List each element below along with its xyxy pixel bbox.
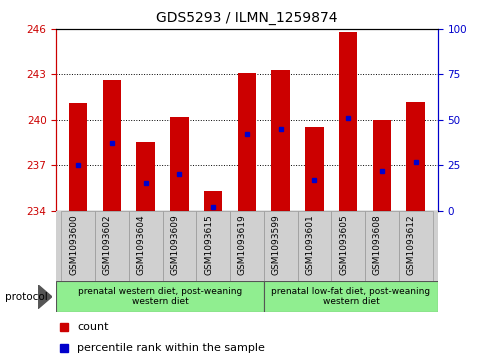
Text: GSM1093612: GSM1093612: [406, 214, 415, 275]
Polygon shape: [38, 285, 52, 309]
Bar: [102, 81, 121, 211]
Bar: [264, 281, 437, 312]
FancyBboxPatch shape: [95, 211, 128, 281]
FancyBboxPatch shape: [264, 211, 297, 281]
FancyBboxPatch shape: [196, 211, 229, 281]
Text: GSM1093615: GSM1093615: [204, 214, 213, 275]
Bar: [136, 143, 155, 211]
Text: prenatal low-fat diet, post-weaning
western diet: prenatal low-fat diet, post-weaning west…: [271, 287, 429, 306]
Text: percentile rank within the sample: percentile rank within the sample: [77, 343, 264, 354]
Text: GSM1093600: GSM1093600: [69, 214, 78, 275]
Bar: [271, 70, 289, 211]
Text: count: count: [77, 322, 108, 332]
Text: GSM1093605: GSM1093605: [339, 214, 347, 275]
Bar: [372, 120, 390, 211]
Text: GSM1093602: GSM1093602: [102, 214, 112, 275]
Text: GSM1093599: GSM1093599: [271, 214, 280, 275]
Bar: [69, 103, 87, 211]
FancyBboxPatch shape: [128, 211, 162, 281]
Text: protocol: protocol: [5, 292, 47, 302]
FancyBboxPatch shape: [229, 211, 264, 281]
Text: GSM1093609: GSM1093609: [170, 214, 179, 275]
FancyBboxPatch shape: [162, 211, 196, 281]
Bar: [237, 73, 256, 211]
Text: GSM1093619: GSM1093619: [238, 214, 246, 275]
Text: GSM1093604: GSM1093604: [137, 214, 145, 275]
FancyBboxPatch shape: [365, 211, 398, 281]
Bar: [56, 281, 264, 312]
FancyBboxPatch shape: [61, 211, 95, 281]
Bar: [203, 191, 222, 211]
Bar: [170, 117, 188, 211]
Bar: [305, 127, 323, 211]
Title: GDS5293 / ILMN_1259874: GDS5293 / ILMN_1259874: [156, 11, 337, 25]
Text: GSM1093601: GSM1093601: [305, 214, 314, 275]
FancyBboxPatch shape: [297, 211, 331, 281]
Text: prenatal western diet, post-weaning
western diet: prenatal western diet, post-weaning west…: [78, 287, 242, 306]
Bar: [338, 32, 357, 211]
FancyBboxPatch shape: [331, 211, 365, 281]
Text: GSM1093608: GSM1093608: [372, 214, 381, 275]
Bar: [406, 102, 424, 211]
FancyBboxPatch shape: [398, 211, 432, 281]
